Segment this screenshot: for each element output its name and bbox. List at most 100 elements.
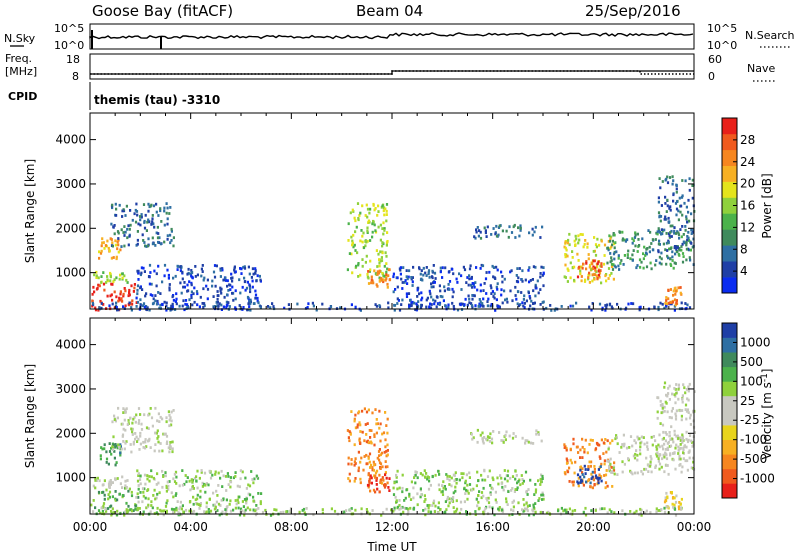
velocity-cell-r5-102 <box>371 509 374 512</box>
power-cell-r8-233 <box>434 277 437 280</box>
power-cell-r8-116 <box>524 278 527 282</box>
power-cell-r7-19 <box>380 278 383 282</box>
power-cell-r12-91 <box>611 268 615 271</box>
velocity-cell-r10-68 <box>603 462 606 466</box>
velocity-cell-r13-34 <box>684 391 687 395</box>
velocity-cell-r4-52 <box>208 510 211 514</box>
cpid-label: CPID <box>8 90 37 103</box>
velocity-colorbar-tick-label-1: 500 <box>740 355 763 369</box>
power-cell-r9-10 <box>490 233 493 236</box>
power-cell-r6-14 <box>358 214 361 217</box>
power-cell-r10-71 <box>607 240 610 243</box>
velocity-cell-r4-118 <box>238 513 242 517</box>
power-cell-r11-22 <box>599 269 602 272</box>
velocity-cell-r6-35 <box>364 423 367 426</box>
velocity-cell-r6-100 <box>371 468 374 472</box>
power-cell-r4-257 <box>179 265 182 269</box>
velocity-cell-r4-40 <box>156 492 159 496</box>
power-cell-r4-208 <box>136 284 140 288</box>
power-cell-r3-55 <box>140 215 143 219</box>
velocity-cell-r3-70 <box>143 413 146 417</box>
power-cell-r8-125 <box>511 299 514 303</box>
velocity-cell-r5-180 <box>224 508 227 511</box>
power-cell-r10-43 <box>596 237 599 241</box>
velocity-cell-r4-219 <box>214 505 217 509</box>
velocity-cell-r8-201 <box>437 506 440 510</box>
power-ytick-label-0: 1000 <box>55 266 86 280</box>
power-cell-r6-63 <box>373 208 376 212</box>
velocity-cell-r4-8 <box>151 506 154 510</box>
velocity-cell-r4-249 <box>220 498 223 502</box>
power-cell-r9-44 <box>541 225 544 229</box>
velocity-cell-r6-23 <box>385 454 388 458</box>
power-cell-r12-120 <box>634 244 637 248</box>
power-cell-r6-121 <box>356 251 359 255</box>
power-cell-r6-110 <box>377 225 380 229</box>
power-cell-r8-81 <box>435 305 438 309</box>
velocity-cell-r2-25 <box>105 461 108 464</box>
velocity-cell-r6-15 <box>385 450 388 453</box>
power-cell-r11-9 <box>593 259 597 263</box>
power-cell-r3-20 <box>139 223 142 227</box>
velocity-cell-r5-93 <box>565 508 568 512</box>
velocity-cell-r8-263 <box>459 500 463 504</box>
power-cell-r6-97 <box>381 244 384 248</box>
power-cell-r11-17 <box>594 266 597 270</box>
velocity-cell-r8-243 <box>512 509 515 513</box>
power-cell-r10-7 <box>577 241 580 245</box>
velocity-cell-r1-15 <box>109 483 112 486</box>
velocity-cell-r6-68 <box>354 457 357 461</box>
power-cell-r8-215 <box>429 302 432 306</box>
power-cell-r8-53 <box>532 302 535 305</box>
power-cell-r14-4 <box>675 299 678 302</box>
velocity-cell-r8-131 <box>395 476 398 479</box>
power-cell-r5-60 <box>350 303 353 307</box>
velocity-cell-r10-13 <box>609 441 612 445</box>
velocity-cell-r12-116 <box>657 443 660 447</box>
power-cell-r12-54 <box>632 249 635 252</box>
power-cell-r8-229 <box>527 268 530 272</box>
power-cell-r12-147 <box>657 242 660 246</box>
velocity-cell-r5-19 <box>159 508 162 512</box>
power-cell-r14-13 <box>671 300 675 304</box>
power-cell-r0-57 <box>133 283 136 286</box>
velocity-cell-r8-132 <box>501 508 504 512</box>
velocity-cell-r3-26 <box>122 407 125 410</box>
velocity-cell-r8-96 <box>495 501 498 504</box>
velocity-cell-r12-60 <box>646 448 649 451</box>
velocity-cell-r8-179 <box>525 501 528 505</box>
velocity-cell-r3-68 <box>144 446 147 450</box>
power-cell-r6-83 <box>385 270 388 274</box>
velocity-cell-r3-15 <box>121 433 125 437</box>
power-cell-r13-2 <box>671 182 674 186</box>
velocity-cell-r1-1 <box>98 479 101 483</box>
velocity-cell-r4-185 <box>160 509 163 513</box>
power-cell-r8-92 <box>500 293 503 297</box>
velocity-cell-r12-63 <box>688 456 691 460</box>
velocity-cell-r4-201 <box>147 497 150 501</box>
velocity-cell-r8-129 <box>484 507 487 510</box>
velocity-cell-r5-66 <box>173 510 176 514</box>
velocity-cell-r9-7 <box>535 429 538 433</box>
velocity-cell-r8-250 <box>503 477 507 481</box>
power-cell-r11-26 <box>592 259 595 263</box>
velocity-cell-r12-133 <box>646 445 649 448</box>
velocity-cell-r0-52 <box>103 493 106 497</box>
power-cell-r10-99 <box>573 265 576 269</box>
power-cell-r3-18 <box>166 234 169 238</box>
power-cell-r3-13 <box>151 217 154 221</box>
velocity-cell-r5-121 <box>657 509 660 512</box>
power-cell-r12-109 <box>620 259 623 262</box>
velocity-cell-r6-120 <box>369 436 372 439</box>
power-cell-r8-266 <box>521 269 524 273</box>
velocity-cell-r3-73 <box>168 424 171 428</box>
power-cell-r4-69 <box>142 266 145 270</box>
velocity-cell-r13-52 <box>687 411 690 414</box>
velocity-cell-r3-121 <box>149 407 152 410</box>
velocity-cell-r13-70 <box>656 416 659 420</box>
velocity-cell-r12-125 <box>636 458 639 462</box>
power-cell-r6-133 <box>385 213 388 216</box>
velocity-cell-r4-10 <box>138 478 142 481</box>
power-cell-r7-7 <box>386 282 389 286</box>
